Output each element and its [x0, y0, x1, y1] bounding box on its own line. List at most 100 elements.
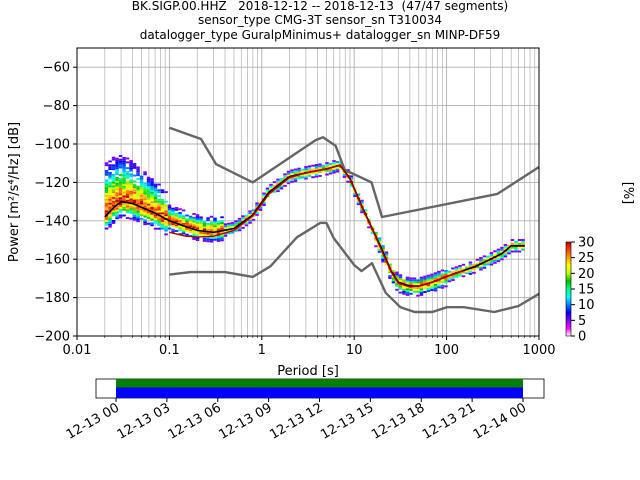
- histogram-cell: [108, 218, 112, 220]
- histogram-cell: [230, 223, 235, 226]
- histogram-cell: [381, 260, 385, 263]
- histogram-cell: [139, 179, 144, 182]
- histogram-cell: [104, 189, 109, 192]
- histogram-cell: [143, 209, 147, 212]
- histogram-cell: [486, 257, 490, 260]
- histogram-cell: [160, 227, 165, 230]
- histogram-cell: [311, 176, 315, 179]
- histogram-cell: [430, 273, 434, 276]
- histogram-cell: [437, 270, 441, 273]
- histogram-cell: [104, 210, 109, 213]
- histogram-cell: [139, 212, 144, 215]
- histogram-cell: [111, 175, 116, 178]
- histogram-cell: [192, 216, 196, 219]
- histogram-cell: [153, 208, 158, 211]
- histogram-cell: [216, 238, 221, 241]
- histogram-cell: [129, 183, 133, 186]
- histogram-cell: [255, 202, 259, 205]
- histogram-cell: [195, 214, 200, 217]
- histogram-cell: [496, 256, 501, 259]
- histogram-cell: [384, 263, 389, 265]
- histogram-cell: [209, 236, 214, 239]
- histogram-cell: [125, 199, 130, 202]
- histogram-cell: [143, 194, 147, 197]
- histogram-cell: [314, 167, 319, 170]
- histogram-cell: [213, 238, 217, 241]
- histogram-cell: [178, 227, 182, 230]
- histogram-cell: [174, 207, 179, 209]
- histogram-cell: [132, 164, 137, 167]
- plot-frame: [76, 47, 540, 337]
- histogram-cell: [125, 205, 130, 208]
- histogram-cell: [122, 187, 126, 190]
- histogram-cell: [164, 212, 168, 215]
- histogram-cell: [402, 279, 406, 282]
- histogram-cell: [286, 180, 291, 183]
- histogram-cell: [279, 179, 284, 182]
- histogram-cell: [185, 222, 189, 225]
- histogram-cell: [125, 211, 130, 214]
- histogram-cell: [223, 223, 228, 226]
- histogram-cell: [122, 189, 126, 192]
- histogram-cell: [482, 255, 487, 258]
- histogram-cell: [241, 219, 245, 222]
- histogram-cell: [269, 185, 273, 188]
- histogram-cell: [377, 250, 382, 253]
- histogram-cell: [517, 242, 522, 245]
- histogram-cell: [440, 286, 445, 289]
- histogram-cell: [181, 219, 186, 222]
- histogram-cell: [503, 247, 508, 250]
- histogram-cell: [195, 239, 200, 241]
- histogram-cell: [150, 189, 154, 192]
- histogram-cell: [353, 195, 357, 197]
- histogram-cell: [143, 173, 147, 176]
- histogram-cell: [171, 223, 175, 225]
- histogram-cell: [419, 276, 424, 279]
- histogram-cell: [108, 173, 112, 176]
- histogram-cell: [136, 185, 140, 188]
- histogram-cell: [150, 201, 154, 204]
- histogram-cell: [220, 223, 224, 226]
- histogram-cell: [202, 222, 207, 225]
- histogram-cell: [461, 267, 466, 270]
- histogram-cell: [104, 206, 109, 209]
- histogram-cell: [139, 187, 144, 190]
- histogram-cell: [132, 189, 137, 192]
- histogram-cell: [206, 223, 210, 225]
- histogram-cell: [125, 182, 130, 185]
- histogram-cell: [167, 212, 172, 215]
- histogram-cell: [157, 218, 161, 221]
- histogram-cell: [139, 196, 144, 199]
- histogram-cell: [514, 248, 518, 251]
- histogram-cell: [346, 173, 350, 175]
- histogram-cell: [199, 222, 203, 225]
- timeline-tick-label: 12-13 03: [115, 400, 173, 442]
- histogram-cell: [332, 161, 336, 164]
- histogram-cell: [125, 194, 130, 196]
- histogram-cell: [108, 204, 112, 207]
- histogram-cell: [300, 168, 305, 171]
- histogram-cell: [125, 157, 130, 160]
- histogram-cell: [136, 216, 140, 219]
- histogram-cell: [108, 221, 112, 224]
- histogram-cell: [255, 204, 259, 207]
- histogram-cell: [108, 171, 112, 174]
- histogram-cell: [160, 189, 165, 192]
- histogram-cell: [143, 213, 147, 216]
- histogram-cell: [318, 163, 322, 166]
- histogram-cell: [104, 194, 109, 197]
- histogram-cell: [108, 212, 112, 215]
- histogram-cell: [437, 280, 441, 283]
- histogram-cell: [465, 266, 469, 269]
- histogram-cell: [300, 176, 305, 179]
- histogram-cell: [482, 259, 487, 262]
- histogram-cell: [517, 246, 522, 249]
- histogram-cell: [325, 173, 329, 176]
- histogram-cell: [143, 196, 147, 199]
- histogram-cell: [293, 170, 298, 173]
- histogram-cell: [220, 235, 224, 238]
- histogram-cell: [206, 236, 210, 239]
- histogram-cell: [454, 275, 459, 278]
- histogram-cell: [227, 224, 231, 227]
